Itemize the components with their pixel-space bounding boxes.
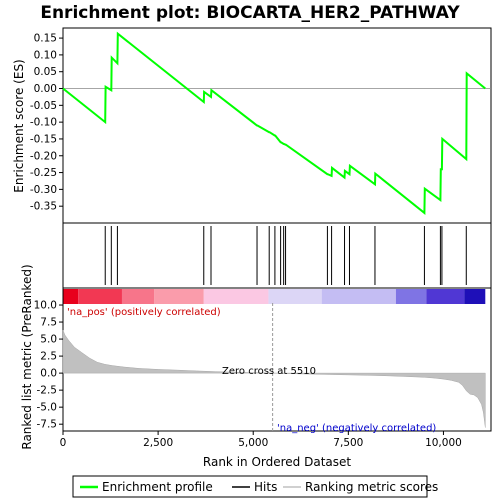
es-y-tick-label: 0.10: [34, 49, 57, 61]
ranking-heat-bar: [63, 289, 486, 304]
ranking-metric-area: [62, 330, 486, 428]
es-panel: 0.15 0.10 0.05 0.00 -0.05 -0.10 -0.15 -0.20 -0.2…: [30, 27, 492, 224]
metric-y-tick-label: -2.5: [37, 385, 58, 397]
heat-bar-segment: [426, 289, 465, 304]
metric-panel: 10.0 7.5 5.0 2.5 0.0 -2.5 -5.0 -7.5 'na_pos' (p…: [34, 287, 492, 434]
legend-hits-label: Hits: [254, 480, 277, 494]
heat-bar-segment: [395, 289, 427, 304]
es-panel-frame: [62, 27, 492, 224]
x-tick-label: 5,000: [238, 437, 268, 449]
es-y-tick-label: -0.05: [30, 100, 57, 112]
es-y-tick-label: 0.15: [34, 33, 57, 45]
es-y-tick-label: -0.15: [30, 133, 57, 145]
heat-bar-segment: [268, 289, 322, 304]
es-y-tick-label: -0.20: [30, 150, 57, 162]
legend-enrichment-label: Enrichment profile: [102, 480, 213, 494]
heat-bar-segment: [203, 289, 269, 304]
heat-bar-segment: [121, 289, 155, 304]
heat-bar-segment: [63, 289, 79, 304]
es-y-tick-label: -0.30: [30, 184, 57, 196]
heat-bar-segment: [464, 289, 486, 304]
enrichment-profile-line: [62, 31, 486, 215]
metric-y-tick-label: -5.0: [37, 402, 58, 414]
x-tick-label: 2,500: [143, 437, 173, 449]
metric-y-ticks: 10.0 7.5 5.0 2.5 0.0 -2.5 -5.0 -7.5: [34, 300, 63, 431]
hits-panel-frame: [62, 222, 492, 289]
metric-y-tick-label: 0.0: [40, 368, 57, 380]
zero-cross-label: Zero cross at 5510: [222, 366, 316, 377]
legend: Enrichment profile Hits Ranking metric s…: [72, 475, 438, 498]
heat-bar-segment: [154, 289, 204, 304]
negative-label: 'na_neg' (negatively correlated): [277, 423, 436, 434]
x-tick-label: 7,500: [333, 437, 363, 449]
hit-lines: [104, 226, 467, 285]
chart-title: Enrichment plot: BIOCARTA_HER2_PATHWAY: [40, 3, 460, 23]
heat-bar-segment: [321, 289, 396, 304]
es-y-tick-label: -0.35: [30, 201, 57, 213]
es-y-tick-label: 0.00: [34, 83, 57, 95]
metric-y-axis-label: Ranked list metric (PreRanked): [20, 264, 34, 449]
metric-y-tick-label: 7.5: [40, 317, 57, 329]
heat-bar-segment: [78, 289, 122, 304]
metric-y-tick-label: 2.5: [40, 351, 57, 363]
x-axis: 0 2,500 5,000 7,500 10,000: [60, 431, 462, 449]
metric-y-tick-label: -7.5: [37, 419, 58, 431]
metric-y-tick-label: 10.0: [34, 300, 57, 312]
positive-label: 'na_pos' (positively correlated): [67, 307, 221, 318]
x-axis-label: Rank in Ordered Dataset: [203, 455, 351, 469]
es-y-axis-label: Enrichment score (ES): [12, 59, 26, 192]
es-y-tick-label: -0.10: [30, 117, 57, 129]
es-y-ticks: 0.15 0.10 0.05 0.00 -0.05 -0.10 -0.15 -0.20 -0.2…: [30, 33, 63, 213]
x-tick-label: 10,000: [425, 437, 462, 449]
metric-y-tick-label: 5.0: [40, 334, 57, 346]
es-y-tick-label: 0.05: [34, 66, 57, 78]
legend-metric-label: Ranking metric scores: [305, 480, 438, 494]
es-y-tick-label: -0.25: [30, 167, 57, 179]
x-tick-label: 0: [60, 437, 67, 449]
hits-panel: [62, 222, 492, 289]
